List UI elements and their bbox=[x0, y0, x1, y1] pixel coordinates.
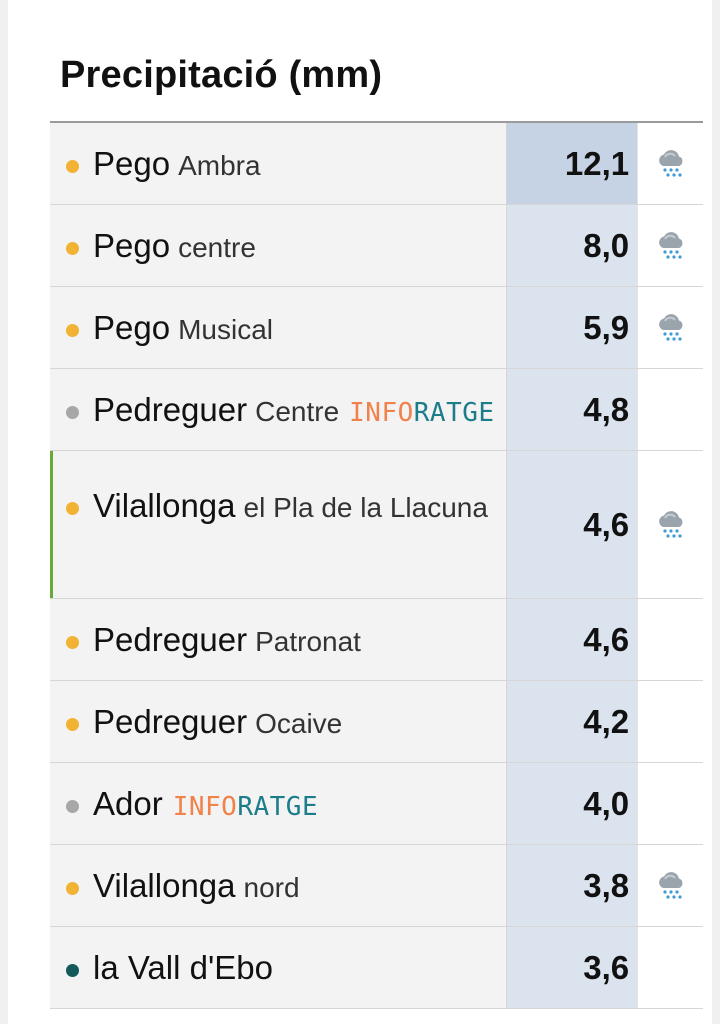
station-detail: nord bbox=[243, 871, 300, 903]
station-place: Pego bbox=[93, 226, 171, 264]
station-name: la Vall d'Ebo bbox=[62, 949, 273, 987]
table-row[interactable]: Pedreguer Patronat 4,6 bbox=[50, 599, 703, 681]
station-name-cell: Pedreguer Ocaive bbox=[50, 681, 506, 762]
status-dot-icon bbox=[66, 635, 79, 649]
rain-cloud-icon bbox=[655, 510, 687, 539]
station-name-cell: Ador INFORATGE bbox=[50, 763, 506, 844]
status-dot-icon bbox=[66, 881, 79, 895]
table-row[interactable]: Pedreguer Ocaive 4,2 bbox=[50, 681, 703, 763]
station-name: Pedreguer Patronat bbox=[62, 621, 361, 659]
station-place: Vilallonga bbox=[93, 487, 236, 524]
station-name-cell: Vilallonga nord bbox=[50, 845, 506, 926]
status-dot-icon bbox=[66, 717, 79, 731]
station-detail: Centre bbox=[255, 395, 340, 427]
station-name: Pego centre bbox=[62, 227, 256, 265]
station-detail: Ocaive bbox=[255, 707, 343, 739]
precipitation-value: 5,9 bbox=[506, 287, 638, 368]
station-place: la Vall d'Ebo bbox=[93, 948, 273, 986]
status-dot-icon bbox=[66, 963, 79, 977]
status-dot-icon bbox=[66, 502, 79, 516]
station-name: Pedreguer Ocaive bbox=[62, 703, 342, 741]
table-row[interactable]: Pego Musical 5,9 bbox=[50, 287, 703, 369]
status-dot-icon bbox=[66, 405, 79, 419]
station-place: Ador bbox=[93, 784, 163, 822]
rain-cloud-icon bbox=[655, 231, 687, 260]
table-row[interactable]: Pego Ambra 12,1 bbox=[50, 123, 703, 205]
icon-cell bbox=[637, 287, 703, 368]
icon-cell bbox=[637, 123, 703, 204]
page-edge-right bbox=[712, 0, 720, 1024]
station-name-cell: Pego centre bbox=[50, 205, 506, 286]
station-place: Pego bbox=[93, 308, 171, 346]
table-row[interactable]: Vilallonga nord 3,8 bbox=[50, 845, 703, 927]
status-dot-icon bbox=[66, 159, 79, 173]
station-name: Pedreguer Centre INFORATGE bbox=[62, 391, 495, 429]
table-row[interactable]: Ador INFORATGE 4,0 bbox=[50, 763, 703, 845]
station-place: Pedreguer bbox=[93, 390, 248, 428]
station-name: Vilallonga el Pla de la Llacuna bbox=[62, 487, 488, 524]
page-title: Precipitació (mm) bbox=[60, 54, 383, 96]
rain-cloud-icon bbox=[655, 313, 687, 342]
station-name: Pego Ambra bbox=[62, 145, 261, 183]
table-row[interactable]: la Vall d'Ebo 3,6 bbox=[50, 927, 703, 1009]
station-name-cell: Vilallonga el Pla de la Llacuna bbox=[50, 451, 506, 598]
status-dot-icon bbox=[66, 241, 79, 255]
precipitation-value: 3,6 bbox=[506, 927, 638, 1008]
precipitation-table: Pego Ambra 12,1 Pego centre 8,0 Pego Musical 5,9… bbox=[50, 121, 703, 1009]
status-dot-icon bbox=[66, 799, 79, 813]
status-dot-icon bbox=[66, 323, 79, 337]
station-name-cell: Pego Ambra bbox=[50, 123, 506, 204]
rain-cloud-icon bbox=[655, 871, 687, 900]
icon-cell bbox=[637, 763, 703, 844]
station-detail: centre bbox=[178, 231, 256, 263]
icon-cell bbox=[637, 845, 703, 926]
inforatge-badge: INFORATGE bbox=[172, 791, 319, 822]
station-detail: Musical bbox=[178, 313, 273, 345]
precipitation-value: 4,0 bbox=[506, 763, 638, 844]
station-name-cell: Pego Musical bbox=[50, 287, 506, 368]
precipitation-value: 4,8 bbox=[506, 369, 638, 450]
precipitation-value: 4,6 bbox=[506, 599, 638, 680]
table-row[interactable]: Pego centre 8,0 bbox=[50, 205, 703, 287]
precipitation-value: 4,2 bbox=[506, 681, 638, 762]
station-name-cell: Pedreguer Centre INFORATGE bbox=[50, 369, 506, 450]
icon-cell bbox=[637, 681, 703, 762]
icon-cell bbox=[637, 369, 703, 450]
precipitation-value: 4,6 bbox=[506, 451, 638, 598]
precipitation-value: 3,8 bbox=[506, 845, 638, 926]
icon-cell bbox=[637, 599, 703, 680]
inforatge-badge: INFORATGE bbox=[349, 397, 495, 428]
station-name: Ador INFORATGE bbox=[62, 785, 318, 823]
station-name-cell: la Vall d'Ebo bbox=[50, 927, 506, 1008]
precipitation-value: 8,0 bbox=[506, 205, 638, 286]
station-name: Pego Musical bbox=[62, 309, 273, 347]
icon-cell bbox=[637, 927, 703, 1008]
precipitation-value: 12,1 bbox=[506, 123, 638, 204]
station-name: Vilallonga nord bbox=[62, 867, 300, 905]
station-place: Pedreguer bbox=[93, 702, 248, 740]
station-name-cell: Pedreguer Patronat bbox=[50, 599, 506, 680]
table-row[interactable]: Pedreguer Centre INFORATGE 4,8 bbox=[50, 369, 703, 451]
station-detail: Patronat bbox=[255, 625, 361, 657]
icon-cell bbox=[637, 205, 703, 286]
station-detail: el Pla de la Llacuna bbox=[243, 492, 488, 523]
icon-cell bbox=[637, 451, 703, 598]
station-place: Pedreguer bbox=[93, 620, 248, 658]
rain-cloud-icon bbox=[655, 149, 687, 178]
table-row[interactable]: Vilallonga el Pla de la Llacuna 4,6 bbox=[50, 451, 703, 599]
station-place: Vilallonga bbox=[93, 866, 236, 904]
station-detail: Ambra bbox=[178, 149, 261, 181]
page-edge-left bbox=[0, 0, 8, 1024]
station-place: Pego bbox=[93, 144, 171, 182]
